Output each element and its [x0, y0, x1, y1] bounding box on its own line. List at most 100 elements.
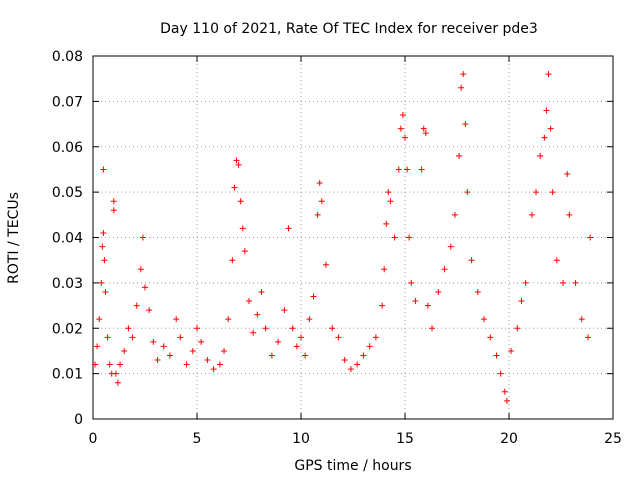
data-point	[387, 198, 394, 205]
data-point	[514, 325, 521, 332]
data-point	[360, 352, 367, 359]
data-point	[395, 166, 402, 173]
data-point	[262, 325, 269, 332]
data-point	[250, 329, 257, 336]
data-point	[314, 211, 321, 218]
data-point	[329, 325, 336, 332]
data-point	[210, 366, 217, 373]
x-tick-label: 15	[396, 431, 414, 447]
x-tick-label: 25	[604, 431, 622, 447]
data-point	[160, 343, 167, 350]
data-point	[541, 134, 548, 141]
y-tick-label: 0.07	[52, 94, 83, 110]
y-tick-label: 0.01	[52, 367, 83, 383]
data-point	[587, 234, 594, 241]
data-point	[335, 334, 342, 341]
data-point	[379, 302, 386, 309]
data-point	[166, 352, 173, 359]
data-point	[194, 325, 200, 332]
data-point	[385, 189, 392, 196]
data-point	[154, 357, 161, 364]
data-point	[528, 211, 535, 218]
data-point	[281, 307, 288, 314]
data-point	[231, 184, 238, 191]
data-point	[397, 125, 404, 132]
data-point	[239, 225, 246, 232]
data-point	[560, 279, 567, 286]
data-point	[402, 134, 408, 141]
data-point	[460, 71, 467, 78]
data-point	[237, 198, 244, 205]
data-point	[100, 166, 107, 173]
data-point	[578, 316, 585, 323]
y-tick-label: 0.04	[52, 231, 83, 247]
data-point	[441, 266, 448, 273]
data-point	[522, 279, 529, 286]
data-point	[518, 298, 525, 305]
data-point	[503, 397, 510, 404]
data-point	[221, 347, 228, 354]
data-point	[547, 125, 554, 132]
data-point	[112, 370, 119, 377]
data-point	[268, 352, 275, 359]
data-point	[235, 161, 242, 168]
data-point	[92, 361, 99, 368]
data-point	[289, 325, 296, 332]
data-point	[381, 266, 388, 273]
data-point	[501, 388, 508, 395]
data-point	[408, 279, 415, 286]
data-point	[285, 225, 292, 232]
x-axis-label: GPS time / hours	[294, 458, 411, 474]
data-point	[372, 334, 379, 341]
data-point	[302, 352, 309, 359]
data-point	[429, 325, 436, 332]
data-point	[189, 347, 196, 354]
data-point	[241, 248, 248, 255]
data-point	[354, 361, 361, 368]
data-point	[198, 338, 205, 345]
data-point	[508, 347, 515, 354]
data-point	[117, 361, 124, 368]
data-point	[96, 316, 103, 323]
data-point	[424, 302, 431, 309]
data-point	[204, 357, 211, 364]
data-point	[101, 257, 108, 264]
x-tick-label: 5	[193, 431, 202, 447]
data-point	[468, 257, 475, 264]
data-point	[447, 243, 454, 250]
data-point	[537, 152, 544, 159]
data-point	[553, 257, 560, 264]
data-point	[422, 130, 429, 137]
data-point	[306, 316, 313, 323]
data-point	[258, 288, 265, 295]
data-point	[275, 338, 282, 345]
data-point	[458, 84, 465, 91]
data-point	[150, 338, 157, 345]
data-point	[98, 279, 105, 286]
data-point	[347, 366, 354, 373]
data-point	[102, 288, 109, 295]
data-point	[104, 334, 111, 341]
data-point	[493, 352, 500, 359]
data-point	[462, 121, 469, 128]
data-point	[177, 334, 184, 341]
data-point	[322, 261, 329, 268]
data-point	[216, 361, 223, 368]
data-point	[366, 343, 373, 350]
data-point	[246, 298, 252, 305]
y-tick-label: 0.06	[52, 140, 83, 156]
data-point	[100, 229, 107, 236]
data-point	[418, 166, 425, 173]
data-point	[543, 107, 550, 114]
y-axis-ticks: 0 0.01 0.02 0.03 0.04 0.05 0.06 0.07 0.08	[52, 49, 613, 428]
data-point	[110, 207, 117, 214]
data-point	[585, 334, 592, 341]
grid-lines	[93, 56, 613, 419]
data-point	[229, 257, 236, 264]
data-point	[137, 266, 144, 273]
data-point	[404, 166, 411, 173]
data-point	[451, 211, 458, 218]
data-point	[94, 343, 101, 350]
